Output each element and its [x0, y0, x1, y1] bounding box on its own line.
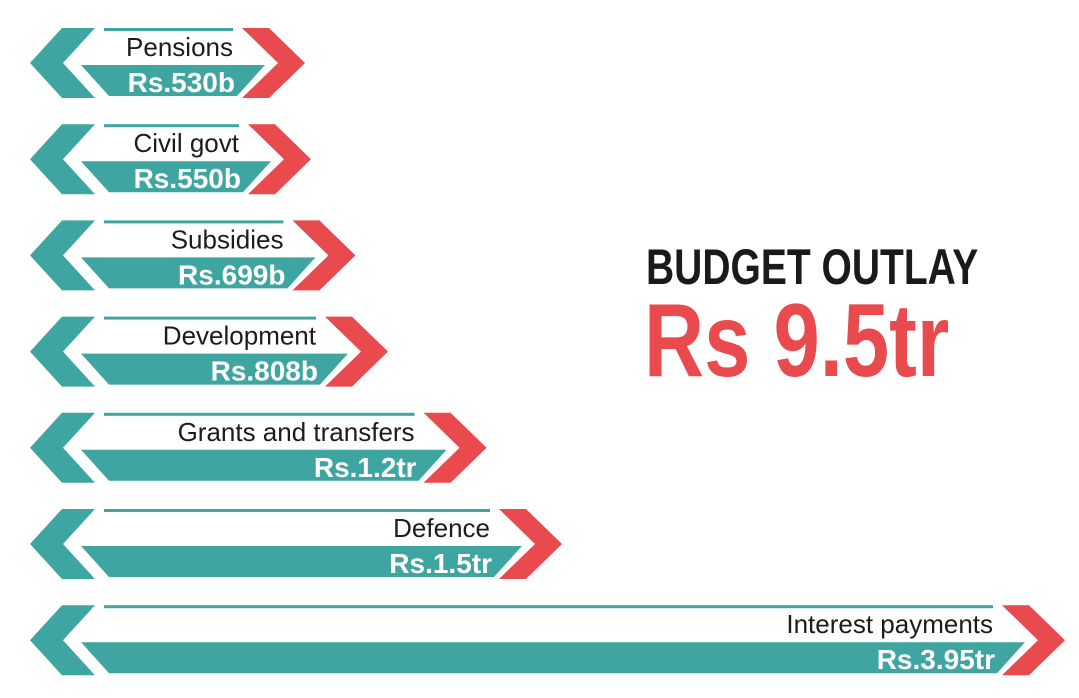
category-label: Pensions — [126, 32, 233, 62]
bar-top-line — [104, 412, 415, 416]
bar — [81, 161, 271, 193]
left-chevron-icon — [30, 316, 95, 387]
left-chevron-icon — [30, 412, 95, 483]
right-chevron-icon — [423, 412, 487, 483]
value-label: Rs.808b — [211, 356, 318, 387]
left-chevron-icon — [30, 28, 95, 98]
value-label: Rs.530b — [128, 67, 235, 98]
right-chevron-icon — [499, 509, 562, 579]
bar-group: Grants and transfers Rs.1.2tr — [30, 412, 487, 483]
bar-group: Civil govt Rs.550b — [30, 124, 311, 195]
bar-top-line — [104, 220, 284, 224]
right-chevron-icon — [1002, 605, 1065, 676]
bar — [81, 642, 1025, 674]
category-label: Grants and transfers — [178, 417, 415, 447]
left-chevron-icon — [30, 605, 95, 676]
right-chevron-icon — [325, 316, 388, 387]
value-label: Rs.550b — [134, 163, 241, 194]
bar-group: Subsidies Rs.699b — [30, 220, 356, 291]
bar-group: Interest payments Rs.3.95tr — [30, 605, 1065, 676]
category-label: Defence — [393, 513, 490, 543]
bar-top-line — [104, 316, 316, 320]
bar-group: Pensions Rs.530b — [30, 28, 305, 98]
category-label: Interest payments — [786, 609, 993, 639]
bar — [81, 449, 447, 481]
bar-group: Defence Rs.1.5tr — [30, 509, 562, 579]
value-label: Rs.1.2tr — [314, 452, 417, 483]
bar-top-line — [104, 124, 239, 128]
bar — [81, 257, 316, 289]
bar-group: Development Rs.808b — [30, 316, 388, 387]
category-label: Development — [163, 321, 317, 351]
bar — [81, 353, 348, 385]
chart-title: BUDGET OUTLAY — [646, 239, 979, 295]
bar-top-line — [104, 509, 490, 512]
value-label: Rs.699b — [178, 259, 285, 290]
bar — [81, 546, 522, 577]
left-chevron-icon — [30, 220, 95, 291]
right-chevron-icon — [292, 220, 356, 291]
bar-top-line — [104, 28, 233, 31]
category-label: Subsidies — [171, 224, 284, 254]
bar-top-line — [104, 605, 993, 609]
left-chevron-icon — [30, 509, 95, 579]
bar — [81, 65, 265, 96]
right-chevron-icon — [247, 124, 311, 195]
category-label: Civil govt — [133, 128, 239, 158]
value-label: Rs.1.5tr — [389, 548, 492, 579]
right-chevron-icon — [242, 28, 305, 98]
left-chevron-icon — [30, 124, 95, 195]
total-outlay: Rs 9.5tr — [644, 283, 950, 399]
value-label: Rs.3.95tr — [877, 644, 995, 675]
